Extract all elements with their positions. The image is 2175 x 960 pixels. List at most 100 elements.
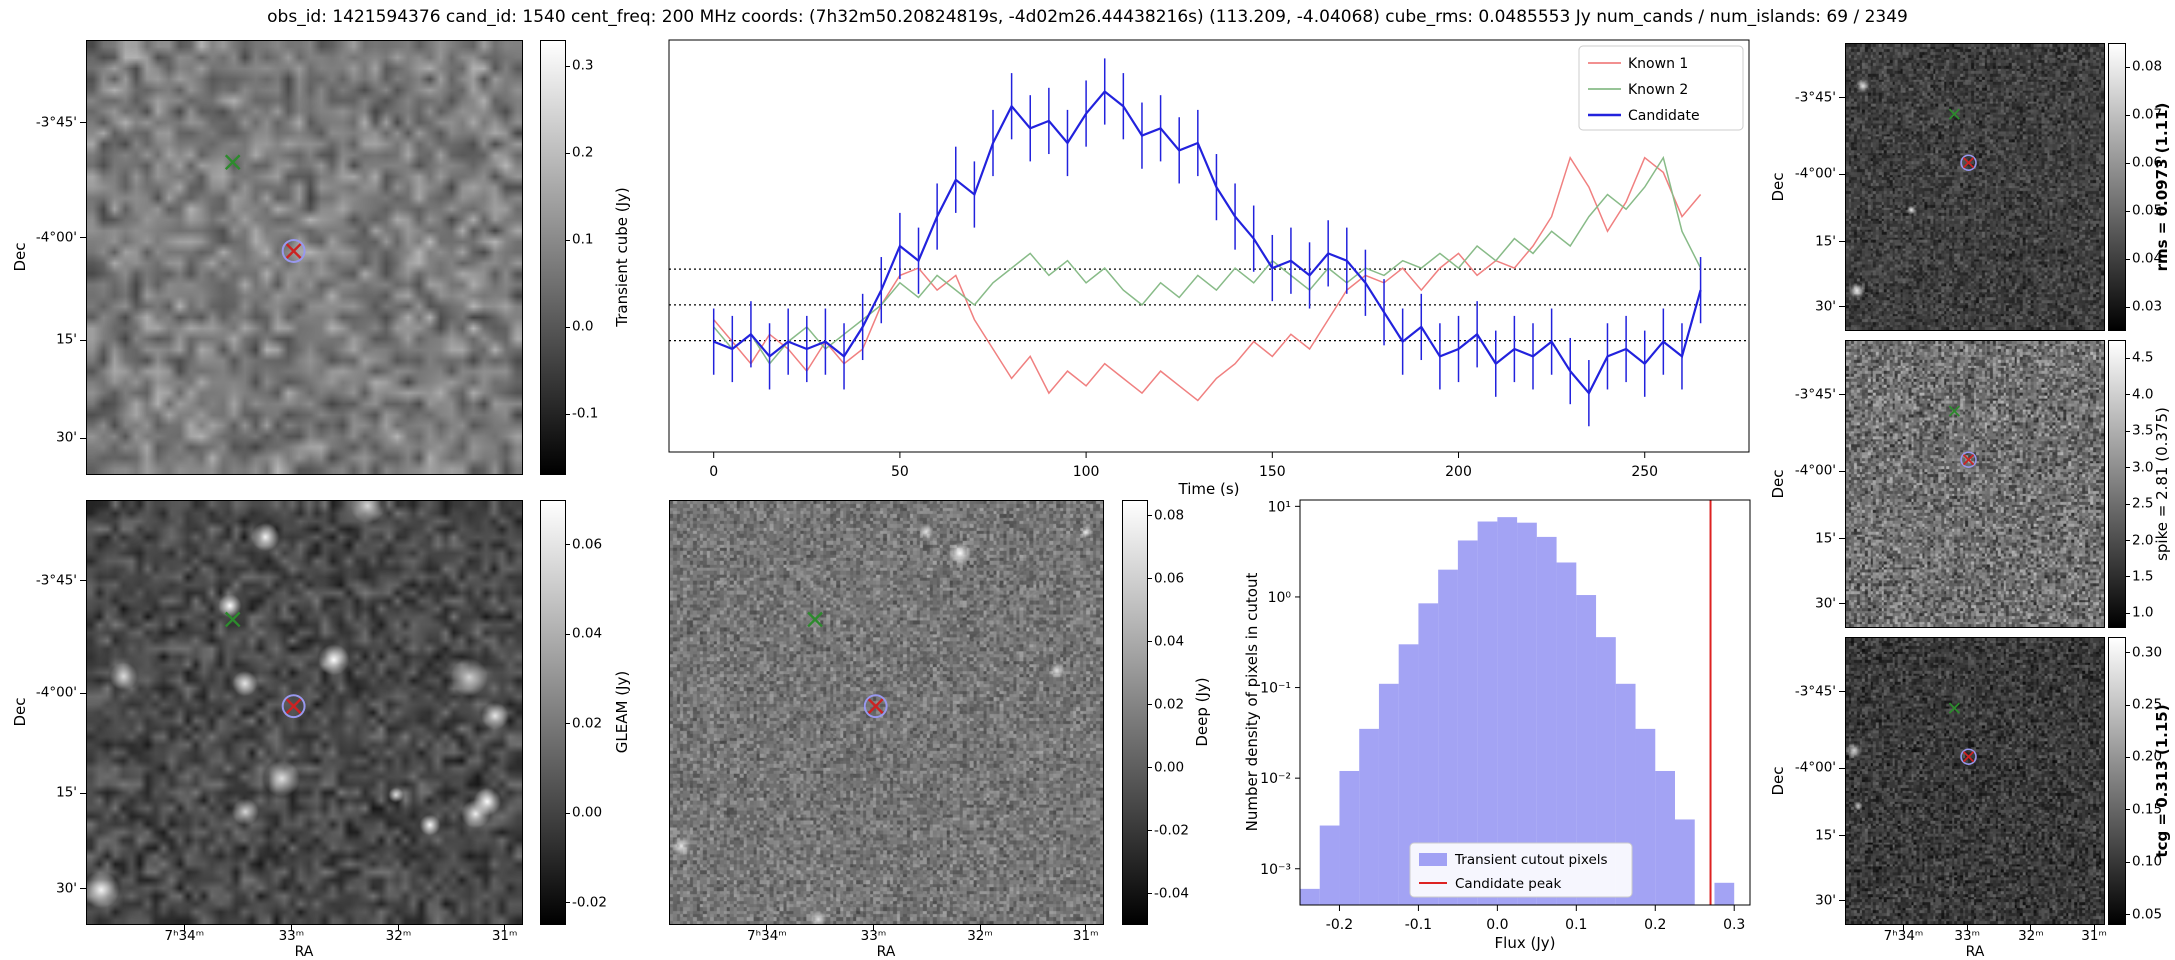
histogram-bar [1339, 770, 1360, 905]
candidate-ring-marker [1960, 451, 1977, 468]
x-tick-label: 150 [1259, 464, 1286, 480]
tick-mark [80, 692, 86, 694]
gleam-cutout [86, 500, 523, 925]
rms-colorbar-tick: 0.04 [2132, 250, 2163, 267]
ra-tick-label: 32ᵐ [385, 928, 412, 944]
tcg-colorbar-tick: 0.30 [2132, 644, 2163, 661]
transient-colorbar-label: Transient cube (Jy) [613, 187, 631, 327]
deep-colorbar [1122, 500, 1148, 925]
deep-colorbar-label: Deep (Jy) [1193, 677, 1211, 747]
dec-tick-label: -3°45' [1794, 683, 1836, 700]
rms-markers [1948, 108, 1977, 171]
tcg-colorbar-tick: 0.15 [2132, 801, 2163, 818]
tick-mark [2126, 612, 2130, 614]
tick-mark [566, 65, 570, 67]
ra-tick-label: 33ᵐ [860, 928, 887, 944]
histogram-bar [1398, 644, 1419, 905]
tick-mark [1148, 893, 1152, 895]
gleam-colorbar-tick: 0.06 [572, 536, 603, 553]
dec-tick-label: 30' [56, 880, 77, 897]
tick-mark [80, 580, 86, 582]
known-source-x-marker [1948, 108, 1960, 120]
histogram-bar [1378, 683, 1399, 905]
legend-label: Transient cutout pixels [1454, 852, 1608, 868]
deep-colorbar-tick: -0.02 [1154, 822, 1189, 839]
tick-mark [2126, 503, 2130, 505]
x-tick-label: 0.1 [1565, 917, 1587, 933]
tick-mark [2126, 357, 2130, 359]
ra-tick-label: 32ᵐ [967, 928, 993, 944]
tick-mark [1085, 925, 1087, 931]
histogram-bar [1438, 569, 1458, 905]
tcg-markers [1948, 702, 1977, 765]
dec-tick-label: 30' [1815, 595, 1836, 612]
y-tick-label: 10⁰ [1268, 590, 1292, 606]
known1-line [713, 155, 1702, 402]
plot-frame [668, 39, 1750, 453]
candidate-ring-marker [1960, 748, 1977, 765]
histogram-bar [1319, 825, 1340, 905]
y-tick-label: 10⁻¹ [1260, 681, 1291, 697]
y-tick-label: 10¹ [1268, 499, 1291, 515]
candidate-ring-marker [281, 239, 306, 263]
tick-mark [2126, 114, 2130, 116]
known-source-x-marker [224, 611, 241, 628]
deep-colorbar-tick: 0.04 [1154, 633, 1185, 650]
tick-mark [1839, 835, 1845, 837]
transient-colorbar-tick: 0.0 [572, 318, 594, 335]
deep-markers [807, 611, 888, 719]
tick-mark [1148, 515, 1152, 517]
gleam-colorbar-tick: 0.00 [572, 804, 603, 821]
candidate-x-marker [1962, 454, 1975, 466]
legend-label: Known 1 [1628, 56, 1688, 72]
tick-mark [1839, 603, 1845, 605]
tick-mark [1148, 578, 1152, 580]
tick-mark [504, 925, 506, 931]
tick-mark [1839, 97, 1845, 99]
tick-mark [566, 544, 570, 546]
tick-mark [1839, 900, 1845, 902]
dec-tick-label: -3°45' [1794, 386, 1836, 403]
ra-tick-label: 7ʰ34ᵐ [1883, 928, 1924, 944]
histogram-bar [1596, 637, 1616, 905]
histogram-bar [1536, 536, 1557, 905]
rms-colorbar-tick: 0.06 [2132, 154, 2163, 171]
deep-colorbar-tick: 0.02 [1154, 696, 1185, 713]
dec-tick-label: 30' [56, 429, 77, 446]
ra-tick-label: 31ᵐ [2081, 928, 2107, 944]
dec-axis-label: Dec [11, 697, 29, 727]
tick-mark [1839, 538, 1845, 540]
transient-markers [224, 154, 306, 263]
tick-mark [2126, 210, 2130, 212]
tick-mark [183, 925, 185, 931]
tick-mark [1839, 767, 1845, 769]
tick-mark [872, 925, 874, 931]
tick-mark [1839, 241, 1845, 243]
known-source-x-marker [1948, 702, 1960, 714]
histogram-bar [1517, 522, 1537, 905]
spike-image [1846, 341, 2104, 627]
ra-tick-label: 7ʰ34ᵐ [164, 928, 205, 944]
histogram-bar [1300, 888, 1320, 905]
tick-mark [2126, 652, 2130, 654]
histogram-bar [1359, 728, 1379, 905]
deep-colorbar-tick: 0.08 [1154, 507, 1185, 524]
histogram-bar [1418, 603, 1439, 905]
spike-colorbar-tick: 3.0 [2132, 459, 2154, 476]
tick-mark [566, 152, 570, 154]
x-tick-label: 0.0 [1486, 917, 1508, 933]
dec-axis-label: Dec [11, 242, 29, 272]
dec-tick-label: -4°00' [1794, 462, 1836, 479]
tcg-colorbar-label: tcg = 0.313 (1.15) [2153, 704, 2171, 858]
gleam-colorbar [540, 500, 566, 925]
dec-tick-label: 15' [56, 331, 77, 348]
x-tick-label: 100 [1073, 464, 1100, 480]
tick-mark [1148, 641, 1152, 643]
histogram-bar [1675, 819, 1695, 905]
x-tick-label: 0.3 [1723, 917, 1745, 933]
candidate-ring-marker [863, 694, 888, 719]
dec-tick-label: 15' [1815, 233, 1836, 250]
ra-tick-label: 7ʰ34ᵐ [747, 928, 787, 944]
candidate-ring-marker [281, 694, 306, 719]
